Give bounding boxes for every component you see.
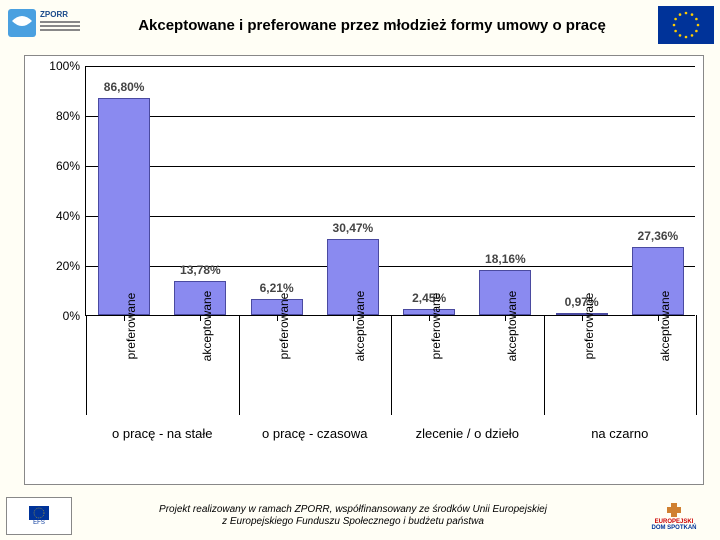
dom-spotkan-logo: EUROPEJSKI DOM SPOTKAŃ: [634, 496, 714, 536]
bar-value-label: 27,36%: [638, 229, 679, 243]
bar-value-label: 30,47%: [333, 221, 374, 235]
bar-value-label: 18,16%: [485, 252, 526, 266]
y-tick-label: 100%: [38, 59, 80, 73]
bar-sub-label: preferowane: [277, 293, 291, 360]
chart-bar: [98, 98, 150, 315]
bar-sub-label: preferowane: [124, 293, 138, 360]
bar-sub-label: akceptowane: [200, 291, 214, 362]
svg-text:ZPORR: ZPORR: [40, 10, 68, 19]
bar-sub-label: preferowane: [429, 293, 443, 360]
footer-line2: z Europejskiego Funduszu Społecznego i b…: [222, 516, 484, 527]
gridline: [86, 266, 695, 267]
group-label: o pracę - czasowa: [262, 426, 368, 441]
bar-value-label: 86,80%: [104, 80, 145, 94]
group-label: o pracę - na stałe: [112, 426, 212, 441]
x-tick: [124, 315, 125, 321]
y-tick-label: 20%: [38, 259, 80, 273]
x-tick: [200, 315, 201, 321]
footer-bar: EFS Projekt realizowany w ramach ZPORR, …: [0, 492, 720, 540]
y-tick-label: 60%: [38, 159, 80, 173]
zporr-logo: ZPORR: [6, 5, 86, 45]
gridline: [86, 116, 695, 117]
efs-logo: EFS: [6, 497, 72, 535]
bar-sub-label: akceptowane: [353, 291, 367, 362]
chart-plot: 0%20%40%60%80%100%86,80%preferowane13,78…: [85, 66, 695, 316]
eu-flag-icon: [658, 6, 714, 44]
efs-label: EFS: [33, 520, 45, 526]
header-bar: ZPORR Akceptowane i preferowane przez mł…: [0, 0, 720, 50]
group-separator: [544, 315, 545, 415]
group-separator: [239, 315, 240, 415]
group-label: zlecenie / o dzieło: [416, 426, 519, 441]
y-tick-label: 80%: [38, 109, 80, 123]
x-tick: [505, 315, 506, 321]
gridline: [86, 216, 695, 217]
footer-line1: Projekt realizowany w ramach ZPORR, wspó…: [159, 504, 547, 515]
bar-value-label: 13,78%: [180, 263, 221, 277]
x-tick: [658, 315, 659, 321]
bar-sub-label: akceptowane: [658, 291, 672, 362]
page-title: Akceptowane i preferowane przez młodzież…: [86, 17, 658, 34]
gridline: [86, 166, 695, 167]
x-tick: [582, 315, 583, 321]
axis-end-tick: [696, 315, 697, 415]
group-separator: [391, 315, 392, 415]
group-label: na czarno: [591, 426, 648, 441]
y-tick-label: 0%: [38, 309, 80, 323]
chart-area: 0% 20% 40% 60% 80% 100% 86,80% preferowane 13,78…: [24, 55, 704, 485]
axis-end-tick: [86, 315, 87, 415]
bar-sub-label: akceptowane: [505, 291, 519, 362]
footer-text: Projekt realizowany w ramach ZPORR, wspó…: [72, 504, 634, 528]
x-tick: [353, 315, 354, 321]
x-tick: [277, 315, 278, 321]
bar-sub-label: preferowane: [582, 293, 596, 360]
y-tick-label: 40%: [38, 209, 80, 223]
gridline: [86, 66, 695, 67]
logo-r-text2: DOM SPOTKAŃ: [652, 525, 697, 531]
x-tick: [429, 315, 430, 321]
